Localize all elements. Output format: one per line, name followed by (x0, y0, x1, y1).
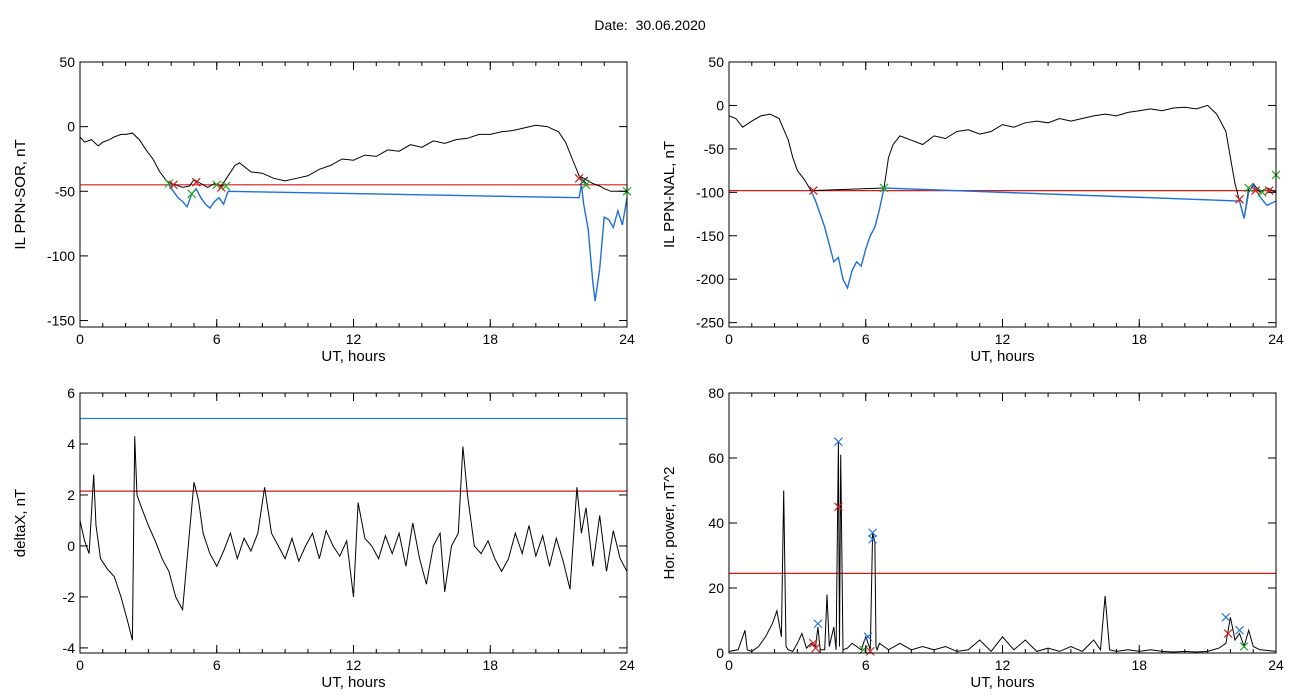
y-axis-title: IL PPN-SOR, nT (12, 139, 29, 249)
data-marker-6 (221, 181, 231, 191)
y-tick-label: -100 (696, 184, 724, 200)
y-axis-title: IL PPN-NAL, nT (661, 141, 678, 248)
data-marker-11 (1223, 629, 1233, 638)
data-marker-10 (1221, 612, 1231, 622)
y-axis-title: Hor. power, nT^2 (661, 467, 678, 580)
series-line-0 (80, 124, 627, 192)
x-axis-title: UT, hours (321, 348, 385, 365)
x-axis-title: UT, hours (970, 348, 1034, 365)
data-marker-9 (865, 646, 875, 656)
x-tick-label: 18 (482, 657, 498, 673)
data-marker-0 (808, 186, 818, 196)
y-tick-label: -2 (63, 589, 76, 605)
series-line-1 (168, 184, 627, 302)
x-tick-label: 0 (76, 331, 84, 347)
y-tick-label: 4 (67, 436, 75, 452)
y-tick-label: 60 (708, 450, 724, 466)
x-tick-label: 6 (213, 657, 221, 673)
data-marker-2 (1235, 194, 1244, 204)
x-tick-label: 6 (862, 657, 870, 673)
data-marker-6 (1264, 186, 1274, 196)
data-marker-5 (1257, 187, 1267, 197)
y-tick-label: 80 (708, 385, 724, 401)
x-tick-label: 24 (619, 657, 635, 673)
x-tick-label: 0 (725, 657, 733, 673)
x-tick-label: 18 (1131, 331, 1147, 347)
x-tick-label: 12 (346, 331, 362, 347)
data-marker-2 (811, 643, 821, 653)
plot-frame (728, 392, 1277, 654)
x-tick-label: 18 (1131, 657, 1147, 673)
series-line-0 (729, 441, 1276, 653)
x-axis-title: UT, hours (970, 674, 1034, 691)
data-marker-6 (868, 528, 878, 538)
y-tick-label: 50 (708, 54, 724, 70)
data-marker-0 (813, 619, 823, 629)
plot-frame (728, 61, 1277, 328)
data-marker-9 (581, 180, 591, 190)
data-marker-1 (808, 638, 818, 648)
y-tick-label: 0 (716, 645, 724, 661)
y-tick-label: 6 (67, 385, 75, 401)
x-tick-label: 24 (1268, 657, 1284, 673)
y-tick-label: -250 (696, 315, 724, 331)
series-line-0 (80, 436, 627, 641)
y-axis-title: deltaX, nT (12, 489, 29, 557)
x-tick-label: 12 (995, 657, 1011, 673)
x-tick-label: 12 (995, 331, 1011, 347)
data-marker-4 (833, 502, 843, 512)
x-tick-label: 0 (76, 657, 84, 673)
data-marker-1 (879, 183, 889, 193)
data-marker-5 (863, 632, 873, 642)
y-tick-label: 0 (67, 538, 75, 554)
y-tick-label: -50 (55, 183, 75, 199)
data-marker-3 (833, 437, 843, 447)
y-tick-label: 50 (59, 54, 75, 70)
y-tick-label: 0 (716, 97, 724, 113)
x-tick-label: 24 (619, 331, 635, 347)
y-tick-label: 20 (708, 580, 724, 596)
data-marker-12 (1235, 625, 1244, 635)
y-tick-label: 0 (67, 119, 75, 135)
series-line-1 (810, 184, 1276, 290)
y-tick-label: 40 (708, 515, 724, 531)
y-tick-label: -100 (47, 248, 75, 264)
data-marker-7 (868, 534, 878, 544)
series-line-0 (729, 104, 1276, 219)
chart-hor-power: 0 6 12 18 24 0 20 40 60 80 UT, hours Hor. power, nT… (661, 385, 1284, 691)
plot-frame (79, 61, 628, 328)
page-title: Date: 30.06.2020 (594, 17, 706, 33)
y-tick-label: -200 (696, 271, 724, 287)
plot-frame (79, 392, 628, 654)
y-tick-label: 2 (67, 487, 75, 503)
chart-il-ppn-nal: 0 6 12 18 24 -250 -200 -150 -100 -50 0 50 UT, hours I… (661, 54, 1284, 365)
data-marker-2 (187, 189, 197, 199)
y-tick-label: -50 (704, 141, 724, 157)
data-marker-3 (191, 177, 201, 187)
x-tick-label: 6 (862, 331, 870, 347)
data-marker-4 (212, 180, 222, 190)
x-tick-label: 0 (725, 331, 733, 347)
data-marker-1 (169, 180, 178, 190)
x-axis-title: UT, hours (321, 674, 385, 691)
y-tick-label: -150 (47, 313, 75, 329)
data-marker-13 (1239, 642, 1249, 651)
chart-il-ppn-sor: 0 6 12 18 24 -150 -100 -50 0 50 UT, hours IL PPN-SO… (12, 54, 635, 365)
data-marker-4 (1251, 186, 1260, 196)
y-tick-label: -150 (696, 228, 724, 244)
x-tick-label: 24 (1268, 331, 1284, 347)
y-tick-label: -4 (63, 640, 76, 656)
x-tick-label: 12 (346, 657, 362, 673)
x-tick-label: 18 (482, 331, 498, 347)
x-tick-label: 6 (213, 331, 221, 347)
data-marker-3 (1244, 183, 1254, 193)
